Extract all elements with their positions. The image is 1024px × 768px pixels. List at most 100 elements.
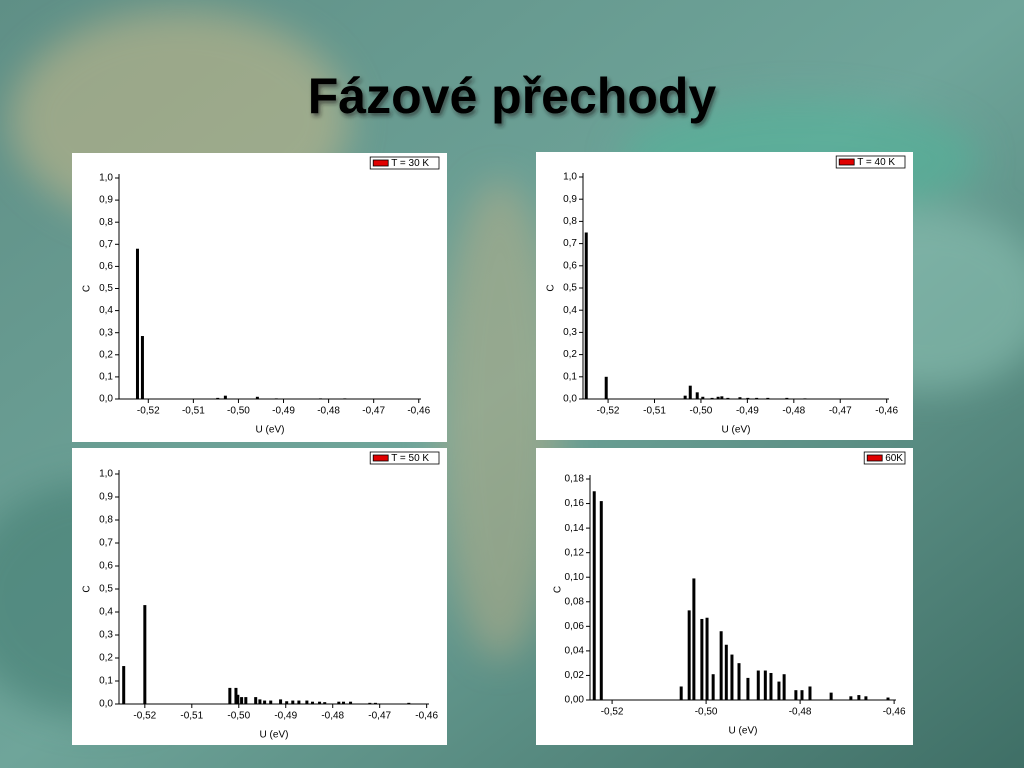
- bar: [785, 397, 789, 399]
- bar: [255, 396, 259, 399]
- x-axis-label: U (eV): [260, 730, 289, 741]
- bar: [263, 700, 267, 704]
- bar: [687, 610, 691, 700]
- x-tick-label: -0,49: [736, 406, 759, 417]
- y-axis-label: C: [82, 585, 93, 592]
- y-tick-label: 0,8: [563, 216, 577, 227]
- chart-panel: 0,0 0,1 0,2 0,3 0,4 0,5 0,6 0,7 0,8 0,9 1,0 -0,52 -0…: [72, 153, 447, 442]
- y-tick-label: 0,2: [99, 653, 113, 664]
- x-tick-label: -0,46: [415, 711, 438, 722]
- y-tick-label: 0,6: [99, 561, 113, 572]
- x-tick-label: -0,51: [182, 406, 205, 417]
- bar: [726, 397, 730, 399]
- bar: [311, 701, 315, 704]
- x-tick-label: -0,48: [789, 707, 812, 718]
- bar: [318, 701, 322, 704]
- bar: [746, 397, 750, 399]
- bar: [584, 232, 588, 399]
- bar: [223, 395, 227, 399]
- y-tick-label: 0,7: [99, 239, 113, 250]
- chart-panel: 0,0 0,1 0,2 0,3 0,4 0,5 0,6 0,7 0,8 0,9 1,0 -0,52 -0…: [536, 152, 913, 440]
- bar: [234, 687, 238, 704]
- y-tick-label: 0,0: [99, 699, 113, 710]
- bar: [782, 674, 786, 700]
- x-tick-label: -0,52: [133, 711, 156, 722]
- bar: [700, 618, 704, 700]
- x-tick-label: -0,46: [407, 406, 430, 417]
- bar: [711, 674, 715, 700]
- bar: [269, 700, 273, 704]
- bar: [368, 702, 372, 704]
- y-tick-label: 0,9: [563, 194, 577, 205]
- y-tick-label: 0,1: [99, 676, 113, 687]
- bar: [291, 700, 295, 704]
- bar: [683, 395, 687, 399]
- bar: [236, 694, 240, 704]
- bar: [688, 385, 692, 399]
- y-tick-label: 0,4: [99, 607, 113, 618]
- bar: [244, 697, 248, 704]
- y-axis-label: C: [546, 284, 557, 291]
- bar: [373, 702, 377, 704]
- bar: [886, 697, 890, 700]
- y-axis-label: C: [82, 285, 93, 292]
- bar: [769, 672, 773, 700]
- bar: [342, 701, 346, 704]
- y-tick-label: 0,12: [565, 547, 585, 558]
- x-tick-label: -0,50: [695, 707, 718, 718]
- x-tick-label: -0,51: [643, 406, 666, 417]
- y-tick-label: 0,08: [565, 596, 585, 607]
- bar: [695, 392, 699, 399]
- y-tick-label: 0,6: [563, 260, 577, 271]
- y-tick-label: 0,5: [563, 283, 577, 294]
- x-axis-label: U (eV): [729, 726, 758, 737]
- y-tick-label: 1,0: [563, 172, 577, 183]
- x-tick-label: -0,49: [272, 406, 295, 417]
- panel-background: [72, 448, 447, 745]
- bar: [599, 501, 603, 700]
- y-tick-label: 0,7: [563, 238, 577, 249]
- y-tick-label: 0,0: [563, 394, 577, 405]
- bar: [337, 701, 341, 704]
- y-tick-label: 0,9: [99, 492, 113, 503]
- bar: [228, 687, 232, 704]
- y-tick-label: 0,1: [563, 371, 577, 382]
- x-tick-label: -0,52: [601, 707, 624, 718]
- legend-swatch: [372, 159, 389, 167]
- y-tick-label: 0,8: [99, 515, 113, 526]
- bar: [318, 398, 322, 399]
- bar: [716, 396, 720, 399]
- legend-label: T = 30 K: [391, 158, 429, 169]
- y-tick-label: 0,7: [99, 538, 113, 549]
- bar: [140, 336, 144, 399]
- bar: [305, 700, 309, 704]
- x-tick-label: -0,48: [321, 711, 344, 722]
- legend-label: T = 40 K: [857, 157, 895, 168]
- bar: [777, 681, 781, 700]
- bar: [756, 670, 760, 700]
- x-tick-label: -0,51: [180, 711, 203, 722]
- bar: [240, 697, 244, 704]
- bar: [763, 670, 767, 700]
- bar: [143, 605, 147, 704]
- y-tick-label: 0,5: [99, 584, 113, 595]
- bar: [737, 663, 741, 700]
- y-tick-label: 0,02: [565, 670, 585, 681]
- y-tick-label: 0,14: [565, 523, 585, 534]
- bar: [719, 631, 723, 700]
- y-tick-label: 0,16: [565, 498, 585, 509]
- bar: [701, 396, 705, 399]
- bar: [755, 397, 759, 399]
- bar: [258, 699, 262, 704]
- legend-swatch: [866, 454, 883, 462]
- chart-panel: 0,00 0,02 0,04 0,06 0,08 0,10 0,12 0,14 0,16 0,18…: [536, 448, 913, 745]
- x-tick-label: -0,52: [137, 406, 160, 417]
- chart-panel: 0,0 0,1 0,2 0,3 0,4 0,5 0,6 0,7 0,8 0,9 1,0 -0,52 -0…: [72, 448, 447, 745]
- x-tick-label: -0,50: [227, 711, 250, 722]
- y-tick-label: 0,4: [99, 305, 113, 316]
- x-tick-label: -0,50: [690, 406, 713, 417]
- x-tick-label: -0,49: [274, 711, 297, 722]
- bar: [279, 699, 283, 704]
- y-tick-label: 1,0: [99, 173, 113, 184]
- x-tick-label: -0,46: [883, 707, 906, 718]
